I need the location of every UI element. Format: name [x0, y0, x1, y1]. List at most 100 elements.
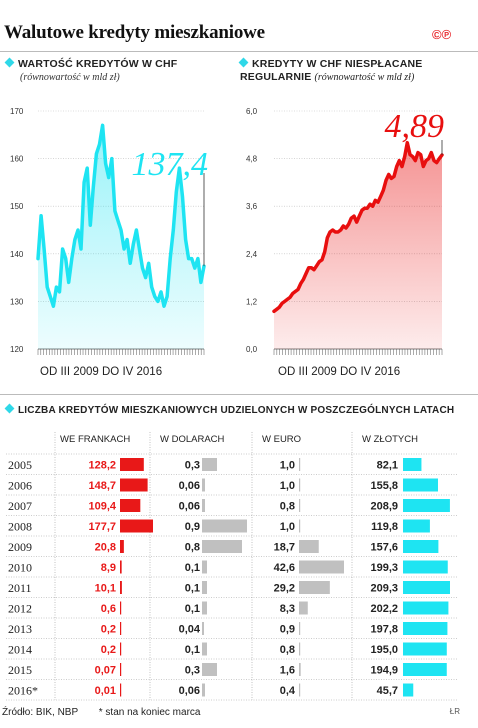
table-value: 157,6	[370, 542, 398, 554]
table-bar	[120, 683, 122, 697]
table-value: 209,3	[370, 583, 398, 595]
y-tick-label: 6,0	[246, 107, 258, 116]
series-line	[272, 140, 444, 314]
divider	[0, 51, 478, 52]
page-title: Walutowe kredyty mieszkaniowe	[4, 22, 265, 43]
table-value: 0,06	[179, 480, 200, 492]
y-tick-label: 3,6	[246, 202, 258, 211]
table-value: 0,1	[185, 562, 200, 574]
x-axis-ticks	[37, 349, 205, 355]
loans-table-body: WE FRANKACH W DOLARACH W EURO W ZŁOTYCH 2005…	[6, 432, 458, 701]
year-label: 2013	[8, 622, 32, 636]
source-text: Źródło: BIK, NBP	[2, 707, 78, 718]
year-label: 2010	[8, 561, 32, 575]
highlight-value: 4,89	[385, 108, 445, 145]
table-value: 197,8	[370, 624, 398, 636]
table-value: 0,06	[179, 501, 200, 513]
table-value: 0,8	[280, 501, 295, 513]
table-value: 202,2	[370, 603, 398, 615]
column-header: W ZŁOTYCH	[362, 434, 418, 445]
author-credit: ŁR	[449, 707, 460, 716]
footnote-text: * stan na koniec marca	[98, 707, 201, 718]
column-header: W EURO	[262, 434, 301, 445]
table-bar	[120, 519, 153, 533]
y-tick-label: 0,0	[246, 345, 258, 354]
table-title: Liczba kredytów mieszkaniowych udzielony…	[4, 403, 454, 417]
table-bar	[120, 622, 122, 635]
diamond-icon	[238, 57, 249, 68]
table-value: 45,7	[377, 685, 398, 697]
y-tick-label: 2,4	[246, 250, 258, 259]
table-value: 0,06	[179, 685, 200, 697]
y-tick-label: 160	[10, 155, 24, 164]
year-label: 2012	[8, 602, 32, 616]
table-bar	[403, 478, 438, 492]
table-value: 177,7	[88, 521, 116, 533]
table-value: 194,9	[370, 665, 398, 677]
table-bar	[202, 642, 207, 656]
table-bar	[403, 601, 449, 615]
chart2-title: Kredyty w CHF niespłacane regularnie (ró…	[238, 57, 470, 84]
table-value: 0,4	[280, 685, 296, 697]
table-value: 0,1	[185, 583, 200, 595]
table-value: 109,4	[88, 501, 116, 513]
table-bar	[120, 642, 122, 656]
column-header: WE FRANKACH	[60, 434, 130, 445]
table-value: 1,0	[280, 460, 295, 472]
table-bar	[120, 458, 144, 471]
table-bar	[202, 478, 205, 492]
table-value: 0,9	[280, 624, 295, 636]
table-bar	[202, 663, 217, 676]
table-bar	[120, 478, 148, 492]
table-value: 0,6	[101, 603, 116, 615]
column-header: W DOLARACH	[160, 434, 225, 445]
table-bar	[120, 499, 141, 512]
x-axis-ticks	[273, 349, 443, 355]
table-value: 1,0	[280, 480, 295, 492]
table-value: 0,07	[95, 665, 116, 677]
table-bar	[403, 581, 450, 594]
table-bar	[299, 458, 301, 471]
table-bar	[403, 560, 448, 574]
table-value: 0,3	[185, 665, 200, 677]
year-label: 2015	[8, 663, 32, 677]
table-value: 0,01	[95, 685, 116, 697]
table-bar	[403, 519, 430, 533]
table-value: 119,8	[371, 521, 398, 533]
table-bar	[299, 683, 301, 697]
table-bar	[299, 560, 344, 574]
table-value: 20,8	[95, 542, 116, 554]
table-value: 8,9	[101, 562, 116, 574]
y-tick-label: 1,2	[246, 297, 258, 306]
diamond-icon	[4, 403, 15, 414]
table-bar	[120, 601, 122, 615]
line-charts: 120 130 140 150 160 170 137,4 0,0 1,2 2,4 3,6 4,8 6…	[10, 107, 445, 355]
table-bar	[299, 622, 301, 635]
table-bar	[202, 519, 247, 533]
table-value: 0,3	[185, 460, 200, 472]
y-tick-label: 150	[10, 202, 24, 211]
table-value: 10,1	[95, 583, 116, 595]
table-bar	[202, 560, 207, 574]
series-line	[36, 123, 206, 308]
table-bar	[403, 642, 447, 656]
table-bar	[202, 581, 207, 594]
table-value: 0,9	[185, 521, 200, 533]
highlight-value: 137,4	[132, 146, 209, 183]
table-bar	[202, 683, 205, 697]
table-bar	[120, 560, 122, 574]
table-value: 195,0	[370, 644, 398, 656]
table-bar	[202, 458, 217, 471]
divider	[0, 394, 478, 395]
chart1-plot: 120 130 140 150 160 170 137,4	[10, 107, 208, 355]
table-value: 208,9	[370, 501, 398, 513]
y-tick-label: 120	[10, 345, 24, 354]
table-value: 1,6	[280, 665, 295, 677]
table-bar	[299, 601, 308, 615]
y-tick-label: 130	[10, 297, 24, 306]
table-bar	[299, 499, 301, 512]
table-bar	[299, 519, 301, 533]
chart1-title: Wartość kredytów w CHF	[4, 57, 177, 71]
table-bar	[299, 581, 330, 594]
table-value: 155,8	[370, 480, 398, 492]
